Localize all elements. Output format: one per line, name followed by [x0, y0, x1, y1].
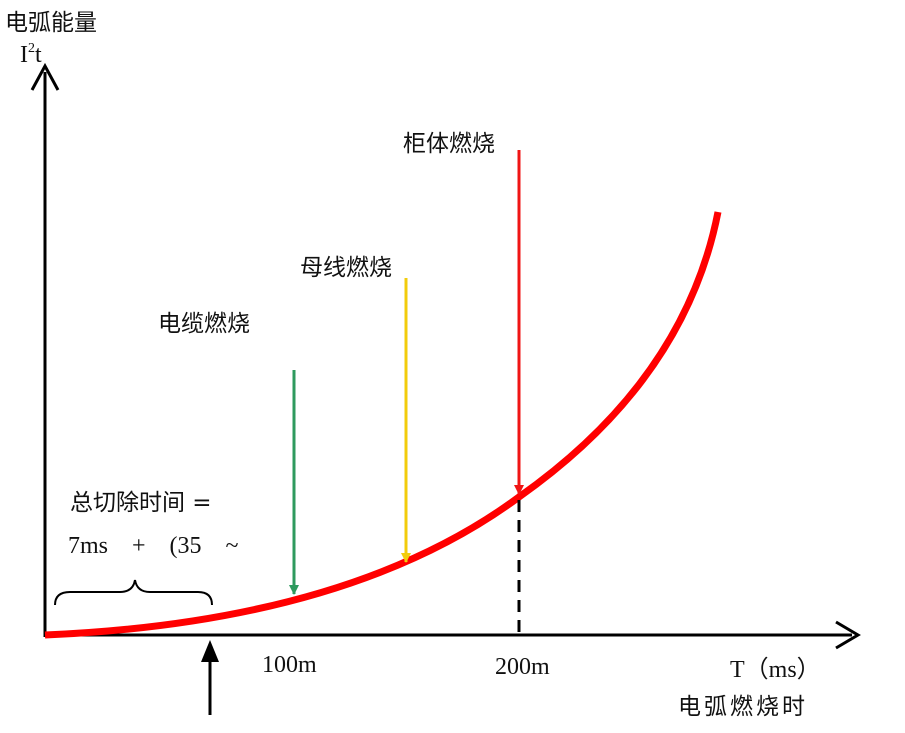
x-tick-label: 100m [262, 652, 317, 678]
time-arrow-head [201, 640, 219, 662]
annotation-label: 电缆燃烧 [158, 311, 250, 337]
annotation-label: 母线燃烧 [300, 255, 392, 281]
energy-curve [44, 211, 722, 639]
y-axis-arrow [30, 62, 60, 91]
unit-rest: t [35, 42, 42, 68]
annotation-label: 柜体燃烧 [403, 131, 495, 157]
x-tick-label: 200m [495, 654, 550, 680]
x-axis-unit: T（ms） [730, 657, 821, 683]
unit-base: I [20, 42, 28, 68]
clearing-time-line2: 7ms + (35 ~ [68, 533, 239, 559]
unit-sup: 2 [28, 41, 35, 56]
clearing-time-line1: 总切除时间 = [70, 490, 212, 516]
brace [54, 579, 213, 606]
y-axis-label: 电弧能量 [5, 10, 97, 36]
x-axis-label: 电弧燃烧时 [678, 694, 808, 720]
x-axis-arrow [835, 620, 861, 650]
y-axis-unit: I2t [20, 41, 42, 68]
